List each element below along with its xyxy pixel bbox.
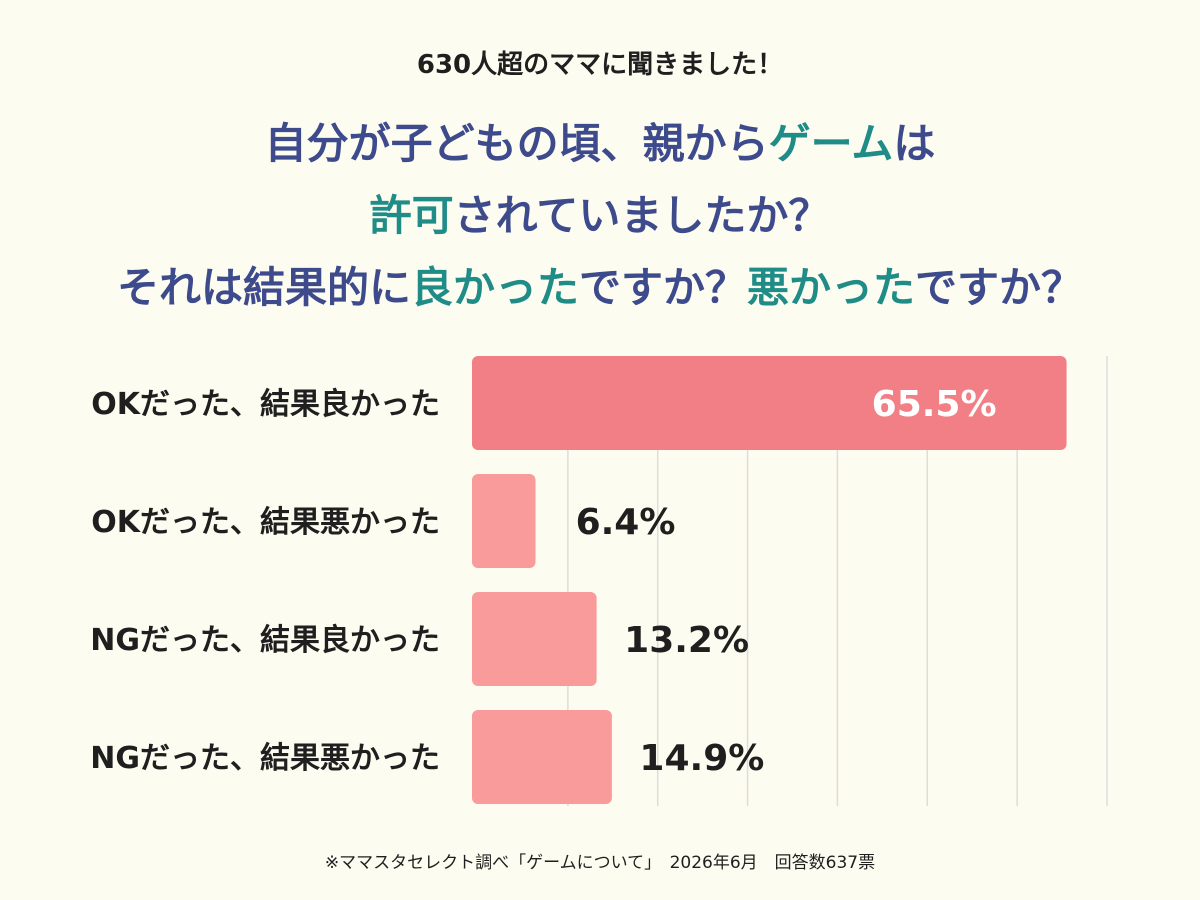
title-highlight: ゲーム	[768, 119, 894, 168]
value-label: 6.4%	[576, 502, 676, 543]
title-text: ですか？	[915, 263, 1084, 312]
value-label: 14.9%	[639, 738, 764, 779]
bar-chart: OKだった、結果良かった 65.5% OKだった、結果悪かった 6.4% NGだった、結…	[90, 356, 1108, 806]
title-line: それは結果的に良かったですか？悪かったですか？	[0, 252, 1200, 324]
category-label: OKだった、結果悪かった	[91, 505, 440, 540]
title-highlight: 許可	[369, 191, 454, 240]
bar	[472, 474, 536, 568]
title-line: 許可されていましたか？	[0, 180, 1200, 252]
chart-subtitle: 630人超のママに聞きました！	[416, 50, 784, 80]
bars	[472, 356, 1067, 804]
title-highlight: 悪かった	[747, 263, 916, 312]
bar	[472, 356, 1067, 450]
title-text: は	[893, 119, 936, 168]
labels: OKだった、結果良かった 65.5% OKだった、結果悪かった 6.4% NGだった、結…	[90, 384, 996, 779]
bar	[472, 710, 612, 804]
value-label: 65.5%	[872, 384, 997, 425]
category-label: NGだった、結果悪かった	[90, 741, 440, 776]
title-text: それは結果的に	[116, 263, 411, 312]
title-highlight: 良かった	[410, 263, 579, 312]
category-label: NGだった、結果良かった	[90, 623, 440, 658]
title-text: ですか？	[578, 263, 747, 312]
source-note: ※ママスタセレクト調べ「ゲームについて」 2026年6月 回答数637票	[324, 853, 876, 873]
title-line: 自分が子どもの頃、親からゲームは	[0, 108, 1200, 180]
title-text: 自分が子どもの頃、親から	[264, 119, 769, 168]
bar	[472, 592, 597, 686]
value-label: 13.2%	[624, 620, 749, 661]
title-text: されていましたか？	[453, 191, 831, 240]
chart-title: 自分が子どもの頃、親からゲームは 許可されていましたか？ それは結果的に良かったです…	[0, 108, 1200, 324]
category-label: OKだった、結果良かった	[91, 387, 440, 422]
